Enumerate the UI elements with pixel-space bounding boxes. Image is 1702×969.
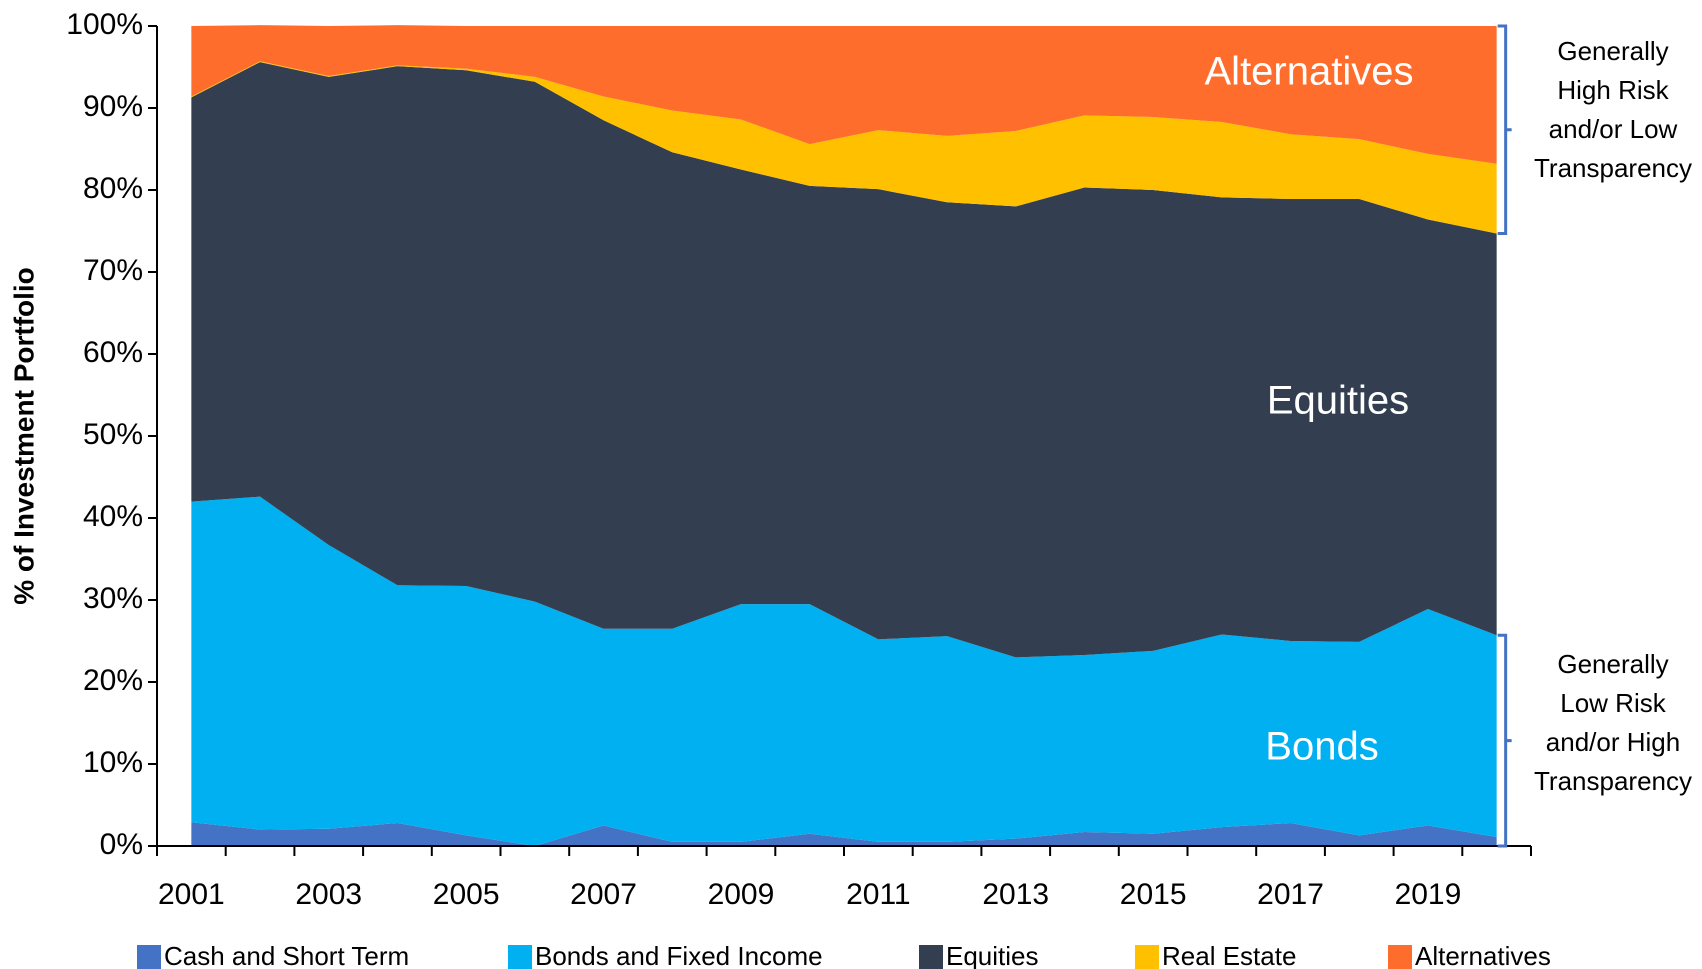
x-tick-label: 2017 [1257, 878, 1324, 911]
bracket-note: Transparency [1534, 153, 1692, 183]
y-tick-label: 50% [83, 418, 143, 451]
y-tick-label: 100% [66, 8, 143, 41]
x-tick-label: 2011 [846, 878, 911, 911]
bracket-note: and/or High [1546, 727, 1680, 757]
x-tick-label: 2013 [982, 878, 1049, 911]
y-axis-label: % of Investment Portfolio [8, 267, 39, 605]
area [191, 62, 1497, 658]
bracket-note: Transparency [1534, 766, 1692, 796]
legend-label: Alternatives [1415, 941, 1551, 969]
bracket-note: and/or Low [1549, 114, 1678, 144]
legend-label: Cash and Short Term [164, 941, 409, 969]
area-label: Equities [1267, 379, 1409, 423]
legend-label: Equities [946, 941, 1039, 969]
x-tick-label: 2009 [708, 878, 775, 911]
x-tick-label: 2003 [295, 878, 362, 911]
legend-swatch [919, 945, 943, 969]
x-tick-label: 2015 [1120, 878, 1187, 911]
area-label: Alternatives [1205, 50, 1414, 94]
x-tick-label: 2019 [1395, 878, 1462, 911]
legend-swatch [1135, 945, 1159, 969]
area [191, 61, 1497, 234]
x-tick-label: 2001 [158, 878, 225, 911]
legend-label: Bonds and Fixed Income [535, 941, 823, 969]
area-label: Bonds [1265, 725, 1378, 769]
bracket [1497, 633, 1512, 848]
area [191, 822, 1497, 846]
y-tick-label: 30% [83, 582, 143, 615]
bracket-note: High Risk [1557, 75, 1669, 105]
bracket-note: Generally [1557, 36, 1668, 66]
legend-swatch [508, 945, 532, 969]
legend-label: Real Estate [1162, 941, 1296, 969]
y-tick-label: 80% [83, 172, 143, 205]
bracket-note: Generally [1557, 649, 1668, 679]
y-tick-label: 90% [83, 90, 143, 123]
area [191, 496, 1497, 846]
y-tick-label: 70% [83, 254, 143, 287]
y-tick-label: 20% [83, 664, 143, 697]
area [191, 25, 1497, 164]
bracket [1497, 24, 1512, 235]
x-tick-label: 2007 [570, 878, 637, 911]
legend-swatch [1388, 945, 1412, 969]
bracket-note: Low Risk [1560, 688, 1666, 718]
y-tick-label: 60% [83, 336, 143, 369]
x-tick-label: 2005 [433, 878, 500, 911]
legend-swatch [137, 945, 161, 969]
y-tick-label: 0% [100, 828, 143, 861]
y-tick-label: 10% [83, 746, 143, 779]
y-tick-label: 40% [83, 500, 143, 533]
